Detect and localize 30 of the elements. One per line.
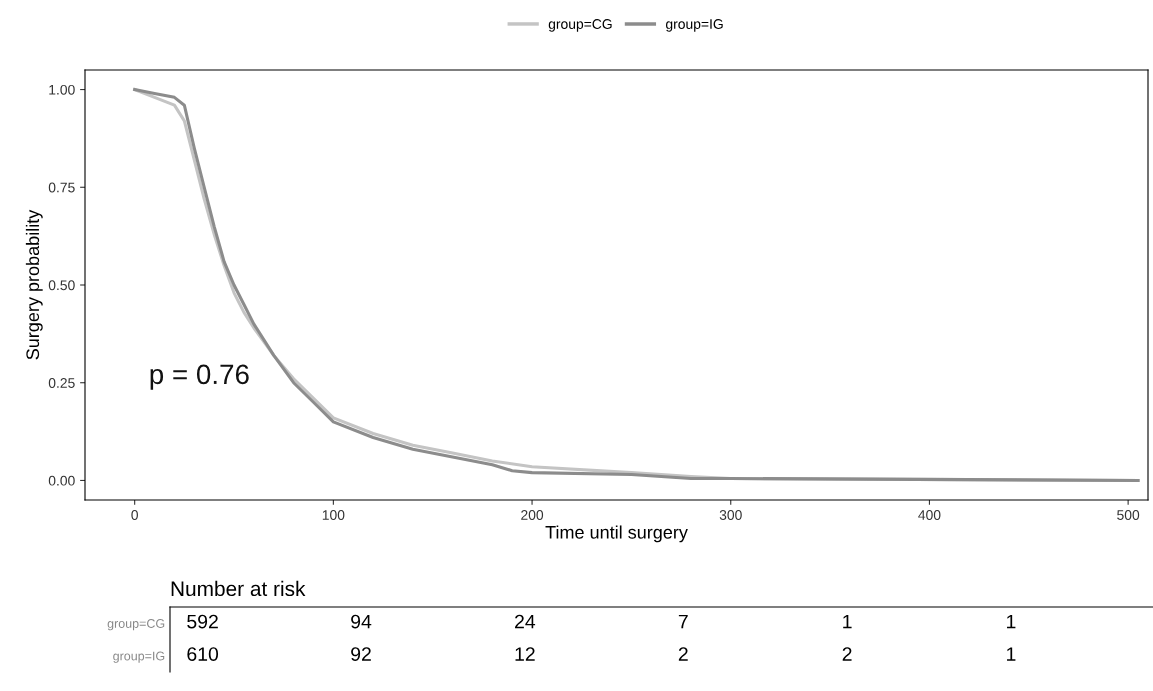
y-tick-label: 0.25 <box>48 378 75 388</box>
data-label: 1 <box>1007 614 1016 629</box>
data-label: 2 <box>678 647 688 661</box>
legend-label: group=IG <box>666 19 723 32</box>
y-tick-label: 1.00 <box>49 84 75 95</box>
data-label: 610 <box>187 647 219 661</box>
y-axis-title: Surgery probability <box>25 209 43 360</box>
x-tick-label: 100 <box>322 510 345 520</box>
x-tick-label: 0 <box>131 510 138 520</box>
x-axis-title: Time until surgery <box>545 525 688 543</box>
legend-label: group=CG <box>548 19 612 32</box>
data-label: 12 <box>515 647 535 661</box>
chart-title: Number at risk <box>171 580 306 597</box>
data-label: 1 <box>843 614 852 629</box>
x-tick-label: 300 <box>719 510 742 520</box>
data-label: 2 <box>842 647 852 661</box>
line-series <box>133 88 1140 482</box>
annotation: p = 0.76 <box>150 364 249 390</box>
y-tick-label: 0.75 <box>48 182 75 193</box>
data-label: 1 <box>1007 647 1016 661</box>
data-label: 92 <box>351 647 371 661</box>
x-tick-label: 200 <box>521 510 544 520</box>
data-label: 94 <box>351 614 372 629</box>
data-label: 24 <box>515 614 536 629</box>
data-label: 592 <box>187 614 218 629</box>
y-tick-label: 0.50 <box>48 280 75 291</box>
data-label: 7 <box>678 614 688 629</box>
x-tick-label: 500 <box>1117 510 1140 520</box>
y-tick-label: 0.00 <box>48 475 75 486</box>
x-tick-label: 400 <box>918 510 941 520</box>
